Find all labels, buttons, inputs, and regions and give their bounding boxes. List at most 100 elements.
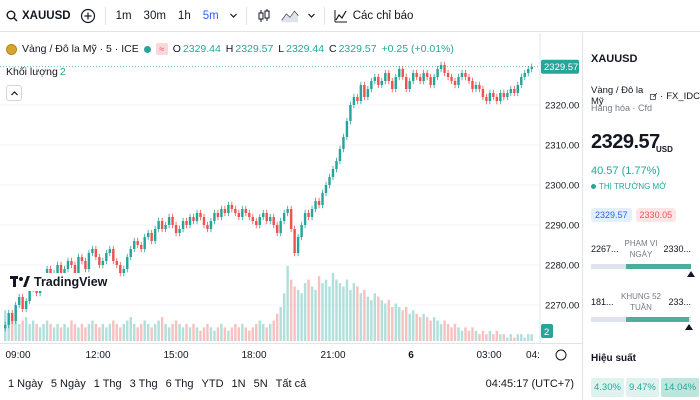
indicators-button[interactable]: Các chỉ báo (333, 8, 413, 24)
timeframe-1h[interactable]: 1h (177, 9, 191, 22)
candle-body (506, 93, 509, 97)
performance-chip[interactable]: 4.30% (591, 378, 624, 397)
candle-body (227, 205, 230, 213)
candle-type-button[interactable] (255, 7, 273, 25)
search-icon (6, 10, 18, 21)
volume-bar (286, 266, 289, 341)
candle-body (171, 217, 174, 225)
range-5y[interactable]: 5N (253, 378, 268, 390)
candle-body (206, 225, 209, 229)
tradingview-logo[interactable]: TradingView (6, 273, 112, 291)
volume-bar (492, 334, 495, 341)
chevron-down-icon[interactable] (307, 11, 316, 20)
candle-body (527, 69, 530, 73)
volume-bar (530, 334, 533, 341)
volume-bar (241, 323, 244, 341)
performance-chip[interactable]: 14.04% (660, 378, 700, 397)
collapse-legend-button[interactable] (6, 85, 22, 101)
volume-bar (474, 330, 478, 341)
candle-body (338, 149, 342, 161)
volume-bar (143, 320, 146, 341)
candle-body (345, 121, 349, 137)
settings-icon[interactable] (555, 349, 567, 361)
candle-body (411, 73, 415, 81)
volume-bar (502, 334, 506, 341)
range-1m[interactable]: 1 Thg (93, 378, 122, 390)
candle-body (73, 265, 77, 273)
week52-range-bar (591, 317, 693, 330)
volume-bar (195, 327, 199, 341)
volume-bar (206, 323, 209, 341)
performance-heading[interactable]: Hiệu suất (591, 353, 637, 364)
volume-bar (356, 286, 359, 341)
candle-body (17, 297, 21, 305)
candle-body (450, 77, 453, 81)
volume-bar (331, 272, 335, 341)
volume-bar (188, 327, 192, 341)
volume-bar (70, 320, 73, 341)
symbol-search[interactable]: XAUUSD (6, 10, 71, 22)
volume-bar (49, 323, 52, 341)
chart-canvas[interactable]: 2320.00 2310.00 2300.00 2290.00 2280.00 2270.… (0, 33, 582, 343)
candle-body (188, 217, 192, 225)
panel-symbol[interactable]: XAUUSD (591, 53, 638, 65)
x-tick-label: 21:00 (320, 350, 345, 361)
candle-body (310, 209, 314, 217)
gold-coin-icon (6, 43, 17, 55)
chevron-down-icon[interactable] (229, 11, 238, 20)
timeframe-30m[interactable]: 30m (143, 9, 166, 22)
external-link-icon[interactable] (649, 92, 657, 101)
panel-name: Vàng / Đô la Mỹ (591, 85, 644, 107)
candle-body (112, 249, 115, 261)
candle-body (77, 257, 80, 273)
candle-body (223, 209, 227, 213)
market-status: THỊ TRƯỜNG MỞ (591, 182, 666, 191)
separator-dot: · (660, 90, 664, 102)
candle-body (241, 209, 244, 217)
volume-bar (384, 303, 387, 341)
symbol-label: XAUUSD (22, 9, 71, 22)
compare-symbol-button[interactable] (79, 7, 97, 25)
range-ytd[interactable]: YTD (201, 378, 224, 390)
timeframe-1m[interactable]: 1m (115, 9, 132, 22)
candle-body (300, 225, 303, 237)
bid-price: 2329.57 (591, 208, 632, 222)
range-1d[interactable]: 1 Ngày (8, 378, 43, 390)
candle-body (303, 213, 307, 225)
volume-bar (220, 323, 223, 341)
candle-body (258, 217, 261, 225)
volume-bar (167, 327, 171, 341)
volume-bar (258, 320, 261, 341)
time-axis[interactable]: 09:00 12:00 15:00 18:00 21:00 6 03:00 04: (0, 343, 582, 365)
volume-bar (52, 327, 56, 341)
clock[interactable]: 04:45:17 (UTC+7) (485, 378, 574, 390)
chart-style-button[interactable] (281, 7, 299, 25)
volume-bar (282, 293, 286, 341)
volume-bar (289, 279, 293, 341)
day-range-bar (591, 264, 695, 277)
range-3m[interactable]: 3 Thg (129, 378, 158, 390)
candle-body (307, 213, 310, 217)
performance-chip[interactable]: 9.47% (625, 378, 659, 397)
volume-bar (366, 296, 370, 341)
wave-icon[interactable]: ≈ (155, 43, 168, 55)
candle-body (387, 73, 390, 81)
chart-title: Vàng / Đô la Mỹ · 5 · ICE (22, 43, 139, 55)
market-status-dot (591, 184, 596, 189)
volume-bar (275, 313, 279, 341)
timeframe-5m[interactable]: 5m (202, 9, 219, 22)
volume-bar (237, 327, 241, 341)
candle-body (324, 185, 328, 193)
price-chart[interactable]: 2320.00 2310.00 2300.00 2290.00 2280.00 2270.… (0, 33, 582, 343)
current-price-badge (541, 59, 579, 74)
range-1y[interactable]: 1N (231, 378, 246, 390)
range-5d[interactable]: 5 Ngày (50, 378, 86, 390)
candle-body (84, 261, 87, 269)
volume-bar (506, 337, 509, 341)
candle-body (513, 89, 516, 93)
range-6m[interactable]: 6 Thg (165, 378, 194, 390)
range-all[interactable]: Tất cả (275, 378, 307, 390)
volume-bar (404, 306, 408, 341)
volume-bar (307, 279, 310, 341)
volume-bar (499, 334, 502, 341)
